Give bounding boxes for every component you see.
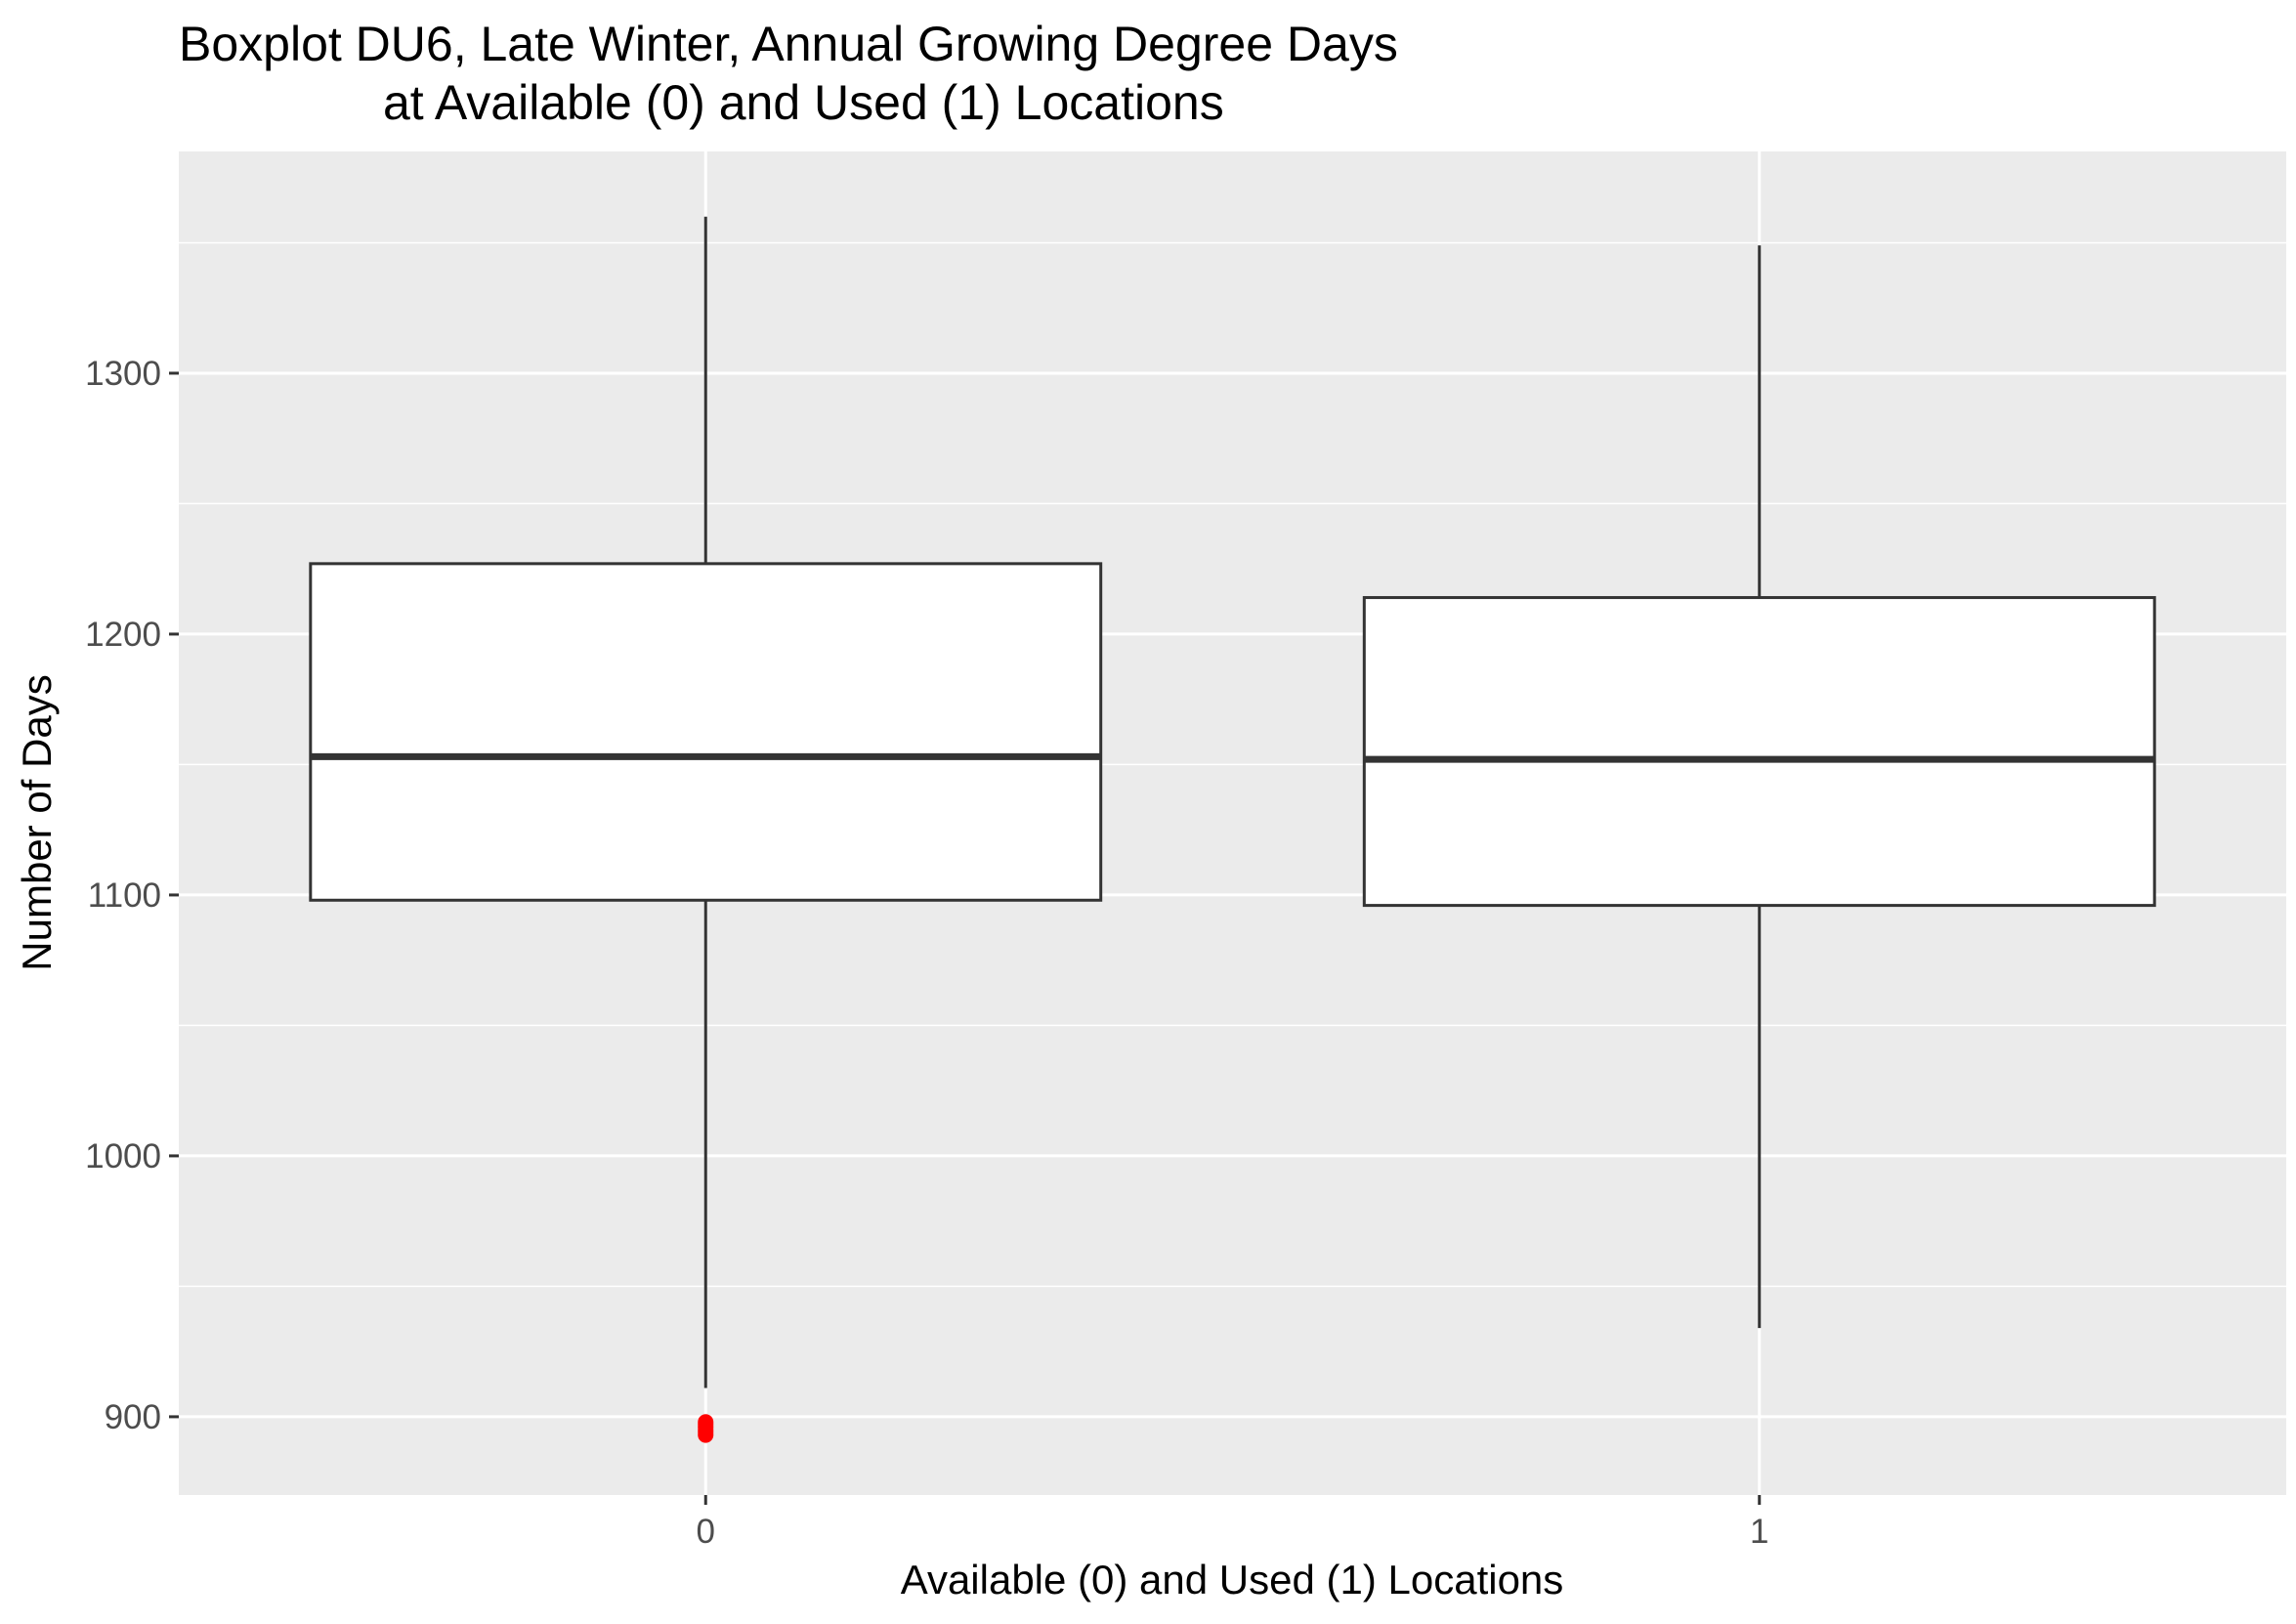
chart-title-line-1: Boxplot DU6, Late Winter, Annual Growing… [179, 17, 1398, 71]
iqr-box [1362, 596, 2156, 908]
y-tick-label: 1000 [85, 1137, 161, 1175]
y-axis: 900 1000 1100 1200 1300 [85, 355, 179, 1436]
iqr-box [309, 562, 1103, 902]
outlier-points [698, 1414, 714, 1443]
x-tick-label: 1 [1750, 1513, 1768, 1551]
chart-title-line-2: at Available (0) and Used (1) Locations [383, 75, 1224, 130]
y-tick-label: 1200 [85, 616, 161, 654]
outlier-point [698, 1414, 714, 1431]
boxplot-boxes [309, 216, 2156, 1389]
x-axis-title: Available (0) and Used (1) Locations [901, 1557, 1564, 1603]
y-tick-label: 900 [105, 1398, 161, 1436]
y-tick-label: 1100 [88, 876, 161, 915]
x-tick-label: 0 [697, 1513, 715, 1551]
y-tick-label: 1300 [85, 355, 161, 393]
y-axis-title: Number of Days [14, 674, 60, 970]
